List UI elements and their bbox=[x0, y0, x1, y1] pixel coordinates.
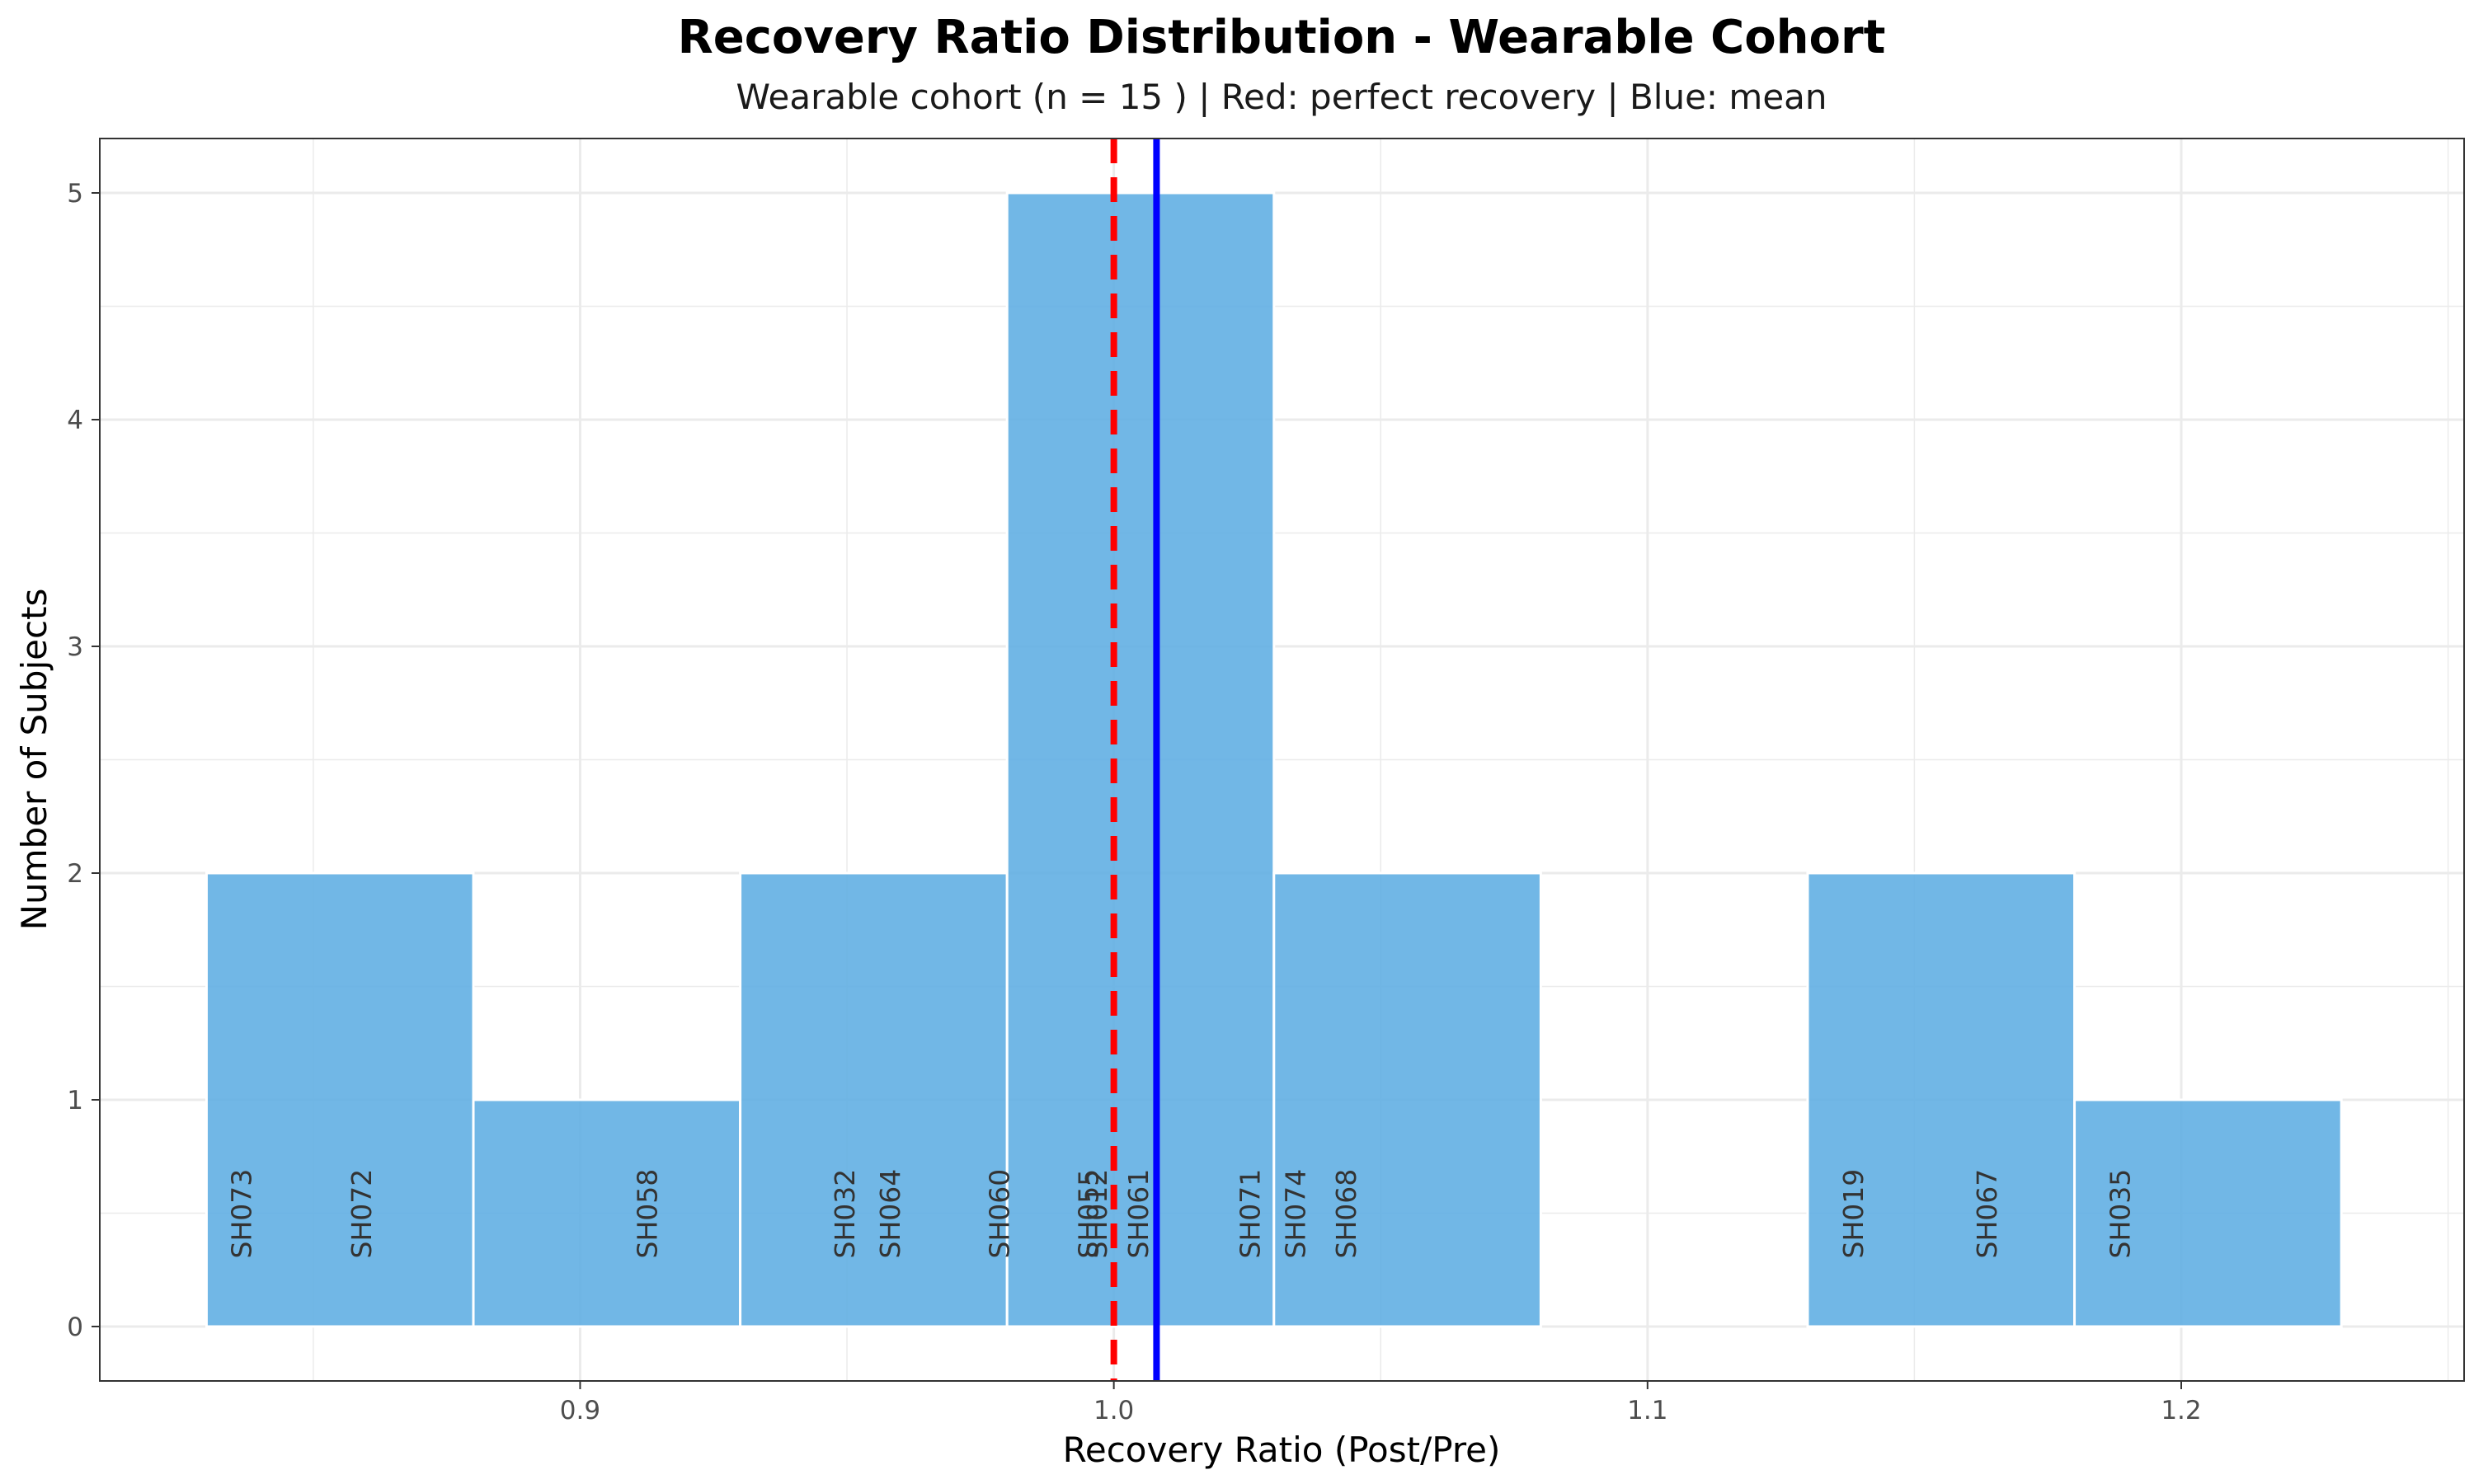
subject-label: SH073 bbox=[226, 1169, 258, 1259]
subject-label: SH071 bbox=[1235, 1169, 1267, 1259]
histogram-bar bbox=[1272, 871, 1542, 1328]
subject-labels: SH073 SH072 SH058 SH032 SH064 SH060 SH055SH012… bbox=[226, 1169, 2137, 1259]
subject-label: SH072 bbox=[346, 1169, 378, 1259]
y-tick-label: 1 bbox=[67, 1086, 83, 1115]
histogram-bar bbox=[205, 871, 475, 1328]
subject-label: SH068 bbox=[1330, 1169, 1362, 1259]
y-tick-label: 4 bbox=[67, 406, 83, 435]
y-axis-label: Number of Subjects bbox=[14, 589, 54, 931]
x-tick-label: 1.0 bbox=[1094, 1396, 1134, 1425]
y-tick-label: 5 bbox=[67, 179, 83, 209]
subject-label: SH074 bbox=[1280, 1169, 1312, 1259]
x-tick-label: 0.9 bbox=[560, 1396, 600, 1425]
subject-label: SH061 bbox=[1122, 1169, 1155, 1259]
histogram-bar bbox=[1806, 871, 2077, 1328]
y-tick-label: 0 bbox=[67, 1313, 83, 1342]
subject-label: SH019 bbox=[1837, 1169, 1870, 1259]
subject-label: SH032 bbox=[829, 1169, 861, 1259]
chart-subtitle: Wearable cohort (n = 15 ) | Red: perfect… bbox=[736, 77, 1827, 117]
axis-ticks: 0.9 1.0 1.1 1.2 0 1 2 3 4 5 bbox=[67, 179, 2201, 1425]
histogram-bar bbox=[1005, 191, 1276, 1328]
chart-title: Recovery Ratio Distribution - Wearable C… bbox=[678, 11, 1886, 64]
plot-panel-border bbox=[99, 138, 2465, 1382]
histogram-bar bbox=[2073, 1098, 2343, 1328]
subject-label: SH055 bbox=[1073, 1169, 1105, 1259]
subject-label: SH067 bbox=[1971, 1169, 2003, 1259]
x-tick-label: 1.2 bbox=[2161, 1396, 2201, 1425]
y-tick-label: 3 bbox=[67, 632, 83, 662]
subject-label: SH058 bbox=[631, 1169, 663, 1259]
histogram-bars bbox=[205, 191, 2343, 1328]
x-axis-label: Recovery Ratio (Post/Pre) bbox=[1063, 1430, 1501, 1470]
subject-label: SH064 bbox=[874, 1169, 906, 1259]
histogram-bar bbox=[472, 1098, 742, 1328]
subject-label: SH012 bbox=[1081, 1169, 1113, 1259]
subject-label: SH035 bbox=[2105, 1169, 2137, 1259]
y-tick-label: 2 bbox=[67, 859, 83, 889]
histogram-bar bbox=[739, 871, 1009, 1328]
reference-lines bbox=[1110, 139, 1160, 1381]
subject-label: SH060 bbox=[983, 1169, 1015, 1259]
x-tick-label: 1.1 bbox=[1627, 1396, 1667, 1425]
